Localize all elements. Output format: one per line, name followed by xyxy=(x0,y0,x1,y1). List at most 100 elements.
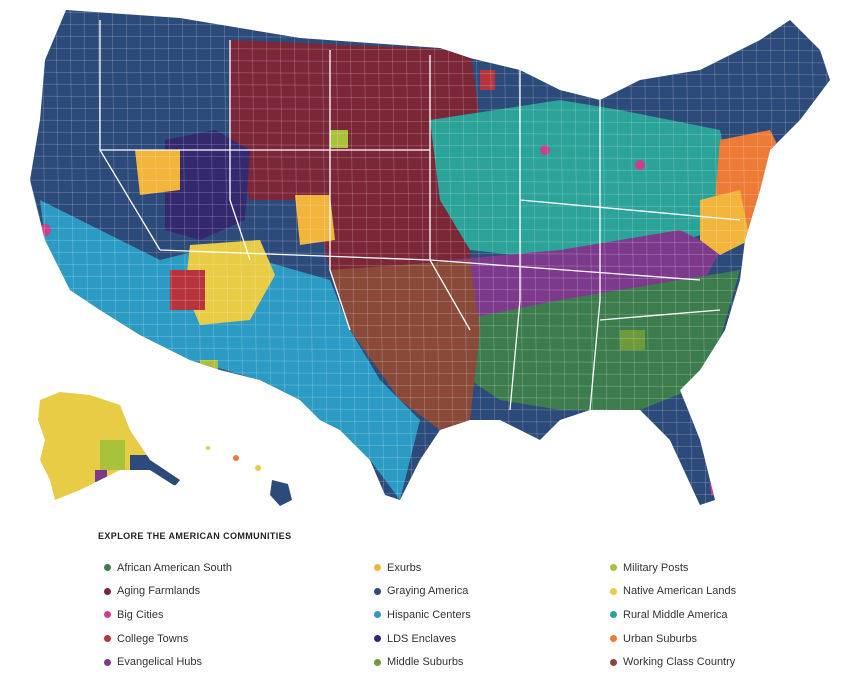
legend-dot-icon xyxy=(374,635,381,643)
legend-dot-icon xyxy=(374,587,381,595)
region-evangelical-alaska xyxy=(95,470,107,482)
state-border-line xyxy=(159,249,701,281)
county-line xyxy=(0,0,6,520)
legend-label: Military Posts xyxy=(623,561,689,574)
county-line xyxy=(30,479,830,484)
county-line xyxy=(30,203,830,208)
legend-item-aging-farmlands[interactable]: Aging Farmlands xyxy=(104,580,344,604)
us-county-map[interactable] xyxy=(0,0,851,520)
region-exurbs-west xyxy=(135,150,180,195)
legend-item-native-american-lands[interactable]: Native American Lands xyxy=(610,580,850,604)
region-college-towns-az xyxy=(170,270,205,310)
region-rural-middle-america xyxy=(430,100,740,260)
legend-label: Rural Middle America xyxy=(623,608,728,621)
legend-item-african-american-south[interactable]: African American South xyxy=(104,556,344,580)
county-line xyxy=(0,0,851,3)
county-line xyxy=(30,299,830,304)
county-line xyxy=(377,10,385,505)
county-line xyxy=(0,516,851,519)
legend-dot-icon xyxy=(610,587,617,595)
county-line xyxy=(685,10,693,505)
county-line xyxy=(30,251,830,256)
county-line xyxy=(840,0,846,520)
county-line xyxy=(405,10,413,505)
legend-item-exurbs[interactable]: Exurbs xyxy=(374,556,614,580)
legend-label: LDS Enclaves xyxy=(387,632,457,645)
legend-label: Working Class Country xyxy=(623,656,736,669)
county-line xyxy=(671,10,679,505)
legend-column-1: African American South Aging Farmlands B… xyxy=(104,556,344,674)
legend-item-middle-suburbs[interactable]: Middle Suburbs xyxy=(374,650,614,674)
state-border-line xyxy=(589,100,601,411)
alaska[interactable] xyxy=(30,385,190,505)
county-line xyxy=(30,215,830,220)
county-line xyxy=(30,263,830,268)
legend-item-graying-america[interactable]: Graying America xyxy=(374,580,614,604)
legend-dot-icon xyxy=(610,564,617,572)
county-line xyxy=(30,71,830,76)
legend-item-big-cities[interactable]: Big Cities xyxy=(104,603,344,627)
hawaii-island xyxy=(233,455,239,461)
legend-dot-icon xyxy=(104,587,111,595)
legend-dot-icon xyxy=(610,658,617,666)
legend-item-rural-middle-america[interactable]: Rural Middle America xyxy=(610,603,850,627)
hawaii[interactable] xyxy=(206,446,292,506)
region-military-posts-sd xyxy=(330,130,348,148)
legend-label: Hispanic Centers xyxy=(387,608,471,621)
county-line xyxy=(30,287,830,292)
state-border-line xyxy=(509,70,521,411)
legend-label: Graying America xyxy=(387,585,469,598)
legend-dot-icon xyxy=(104,564,111,572)
legend-item-hispanic-centers[interactable]: Hispanic Centers xyxy=(374,603,614,627)
legend-label: African American South xyxy=(117,561,232,574)
county-line xyxy=(30,503,830,505)
legend-item-college-towns[interactable]: College Towns xyxy=(104,627,344,651)
county-line xyxy=(30,239,830,244)
county-line xyxy=(349,10,357,505)
legend-dot-icon xyxy=(104,635,111,643)
legend-dot-icon xyxy=(374,564,381,572)
big-city-detroit xyxy=(635,160,645,170)
county-line xyxy=(30,95,830,100)
region-exurbs-east xyxy=(700,190,750,255)
state-border-line xyxy=(329,50,351,331)
big-city-la xyxy=(85,315,105,335)
county-line xyxy=(363,10,371,505)
legend-item-urban-suburbs[interactable]: Urban Suburbs xyxy=(610,627,850,651)
legend-dot-icon xyxy=(610,611,617,619)
legend-item-lds-enclaves[interactable]: LDS Enclaves xyxy=(374,627,614,651)
county-line xyxy=(30,275,830,280)
hawaii-island xyxy=(255,465,261,471)
legend-item-military-posts[interactable]: Military Posts xyxy=(610,556,850,580)
hawaii-island xyxy=(206,446,210,450)
legend-dot-icon xyxy=(374,658,381,666)
legend-item-evangelical-hubs[interactable]: Evangelical Hubs xyxy=(104,650,344,674)
county-line xyxy=(30,491,830,496)
county-line xyxy=(30,191,830,196)
legend-label: Exurbs xyxy=(387,561,422,574)
legend-label: College Towns xyxy=(117,632,189,645)
legend-dot-icon xyxy=(104,611,111,619)
legend-title: EXPLORE THE AMERICAN COMMUNITIES xyxy=(98,531,292,541)
legend-item-working-class-country[interactable]: Working Class Country xyxy=(610,650,850,674)
county-line xyxy=(30,107,830,112)
county-line xyxy=(30,311,830,316)
county-line xyxy=(30,155,830,160)
county-line xyxy=(30,227,830,232)
legend: African American South Aging Farmlands B… xyxy=(104,556,844,676)
legend-dot-icon xyxy=(610,635,617,643)
county-line xyxy=(30,83,830,88)
big-city-chicago xyxy=(540,145,550,155)
county-line xyxy=(30,323,830,328)
legend-label: Aging Farmlands xyxy=(117,585,201,598)
region-graying-alaska xyxy=(130,455,180,485)
county-line xyxy=(14,0,20,520)
region-college-towns-mn xyxy=(480,70,495,90)
hawaii-big-island xyxy=(270,480,292,506)
region-middle-suburbs-ga xyxy=(620,330,645,350)
legend-label: Native American Lands xyxy=(623,585,737,598)
county-line xyxy=(30,119,830,124)
region-military-alaska xyxy=(100,440,125,470)
big-city-sf xyxy=(39,224,51,236)
legend-column-3: Military Posts Native American Lands Rur… xyxy=(610,556,850,674)
